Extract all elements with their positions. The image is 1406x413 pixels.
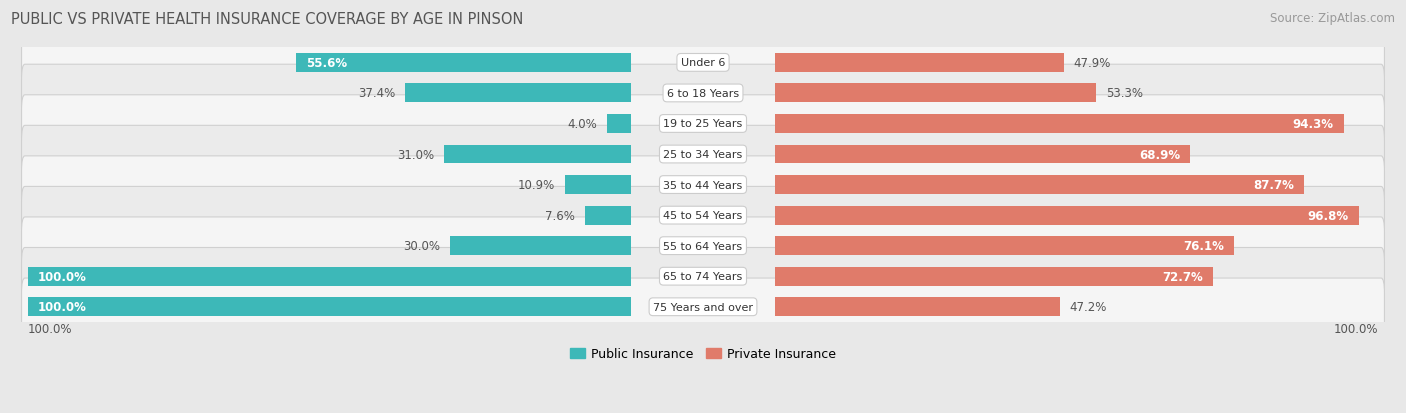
Text: 35 to 44 Years: 35 to 44 Years <box>664 180 742 190</box>
Text: 96.8%: 96.8% <box>1308 209 1348 222</box>
Bar <box>775 298 1060 316</box>
Text: 100.0%: 100.0% <box>38 301 87 313</box>
Text: 7.6%: 7.6% <box>546 209 575 222</box>
Text: 100.0%: 100.0% <box>38 270 87 283</box>
Bar <box>28 298 631 316</box>
Bar <box>775 267 1213 286</box>
Text: 19 to 25 Years: 19 to 25 Years <box>664 119 742 129</box>
Text: 72.7%: 72.7% <box>1163 270 1204 283</box>
FancyBboxPatch shape <box>21 187 1385 244</box>
FancyBboxPatch shape <box>21 65 1385 122</box>
Text: 55 to 64 Years: 55 to 64 Years <box>664 241 742 251</box>
Text: 94.3%: 94.3% <box>1292 118 1334 131</box>
Text: Under 6: Under 6 <box>681 58 725 68</box>
Text: 75 Years and over: 75 Years and over <box>652 302 754 312</box>
Text: 100.0%: 100.0% <box>28 322 73 335</box>
FancyBboxPatch shape <box>21 126 1385 183</box>
Bar <box>565 176 631 195</box>
Text: 31.0%: 31.0% <box>396 148 434 161</box>
Bar <box>775 54 1064 73</box>
FancyBboxPatch shape <box>21 35 1385 92</box>
Text: 55.6%: 55.6% <box>305 57 347 70</box>
Text: 76.1%: 76.1% <box>1182 240 1225 253</box>
Text: 68.9%: 68.9% <box>1139 148 1181 161</box>
Text: 53.3%: 53.3% <box>1107 87 1143 100</box>
Bar <box>775 115 1344 134</box>
Bar <box>585 206 631 225</box>
Text: 100.0%: 100.0% <box>1333 322 1378 335</box>
Text: 47.2%: 47.2% <box>1070 301 1107 313</box>
Bar <box>295 54 631 73</box>
Text: PUBLIC VS PRIVATE HEALTH INSURANCE COVERAGE BY AGE IN PINSON: PUBLIC VS PRIVATE HEALTH INSURANCE COVER… <box>11 12 523 27</box>
FancyBboxPatch shape <box>21 278 1385 336</box>
FancyBboxPatch shape <box>21 217 1385 275</box>
FancyBboxPatch shape <box>21 95 1385 153</box>
Bar <box>405 84 631 103</box>
Text: 4.0%: 4.0% <box>567 118 598 131</box>
Text: 65 to 74 Years: 65 to 74 Years <box>664 272 742 282</box>
Bar <box>775 237 1234 256</box>
Text: 30.0%: 30.0% <box>404 240 440 253</box>
Bar <box>444 145 631 164</box>
Legend: Public Insurance, Private Insurance: Public Insurance, Private Insurance <box>565 342 841 366</box>
Bar <box>607 115 631 134</box>
Text: Source: ZipAtlas.com: Source: ZipAtlas.com <box>1270 12 1395 25</box>
FancyBboxPatch shape <box>21 248 1385 305</box>
Bar <box>28 267 631 286</box>
Text: 10.9%: 10.9% <box>519 179 555 192</box>
Text: 87.7%: 87.7% <box>1253 179 1294 192</box>
Text: 45 to 54 Years: 45 to 54 Years <box>664 211 742 221</box>
Text: 6 to 18 Years: 6 to 18 Years <box>666 89 740 99</box>
Text: 25 to 34 Years: 25 to 34 Years <box>664 150 742 160</box>
Bar <box>775 206 1358 225</box>
FancyBboxPatch shape <box>21 157 1385 214</box>
Text: 37.4%: 37.4% <box>359 87 395 100</box>
Bar <box>775 145 1191 164</box>
Bar <box>775 84 1097 103</box>
Text: 47.9%: 47.9% <box>1074 57 1111 70</box>
Bar <box>450 237 631 256</box>
Bar <box>775 176 1303 195</box>
